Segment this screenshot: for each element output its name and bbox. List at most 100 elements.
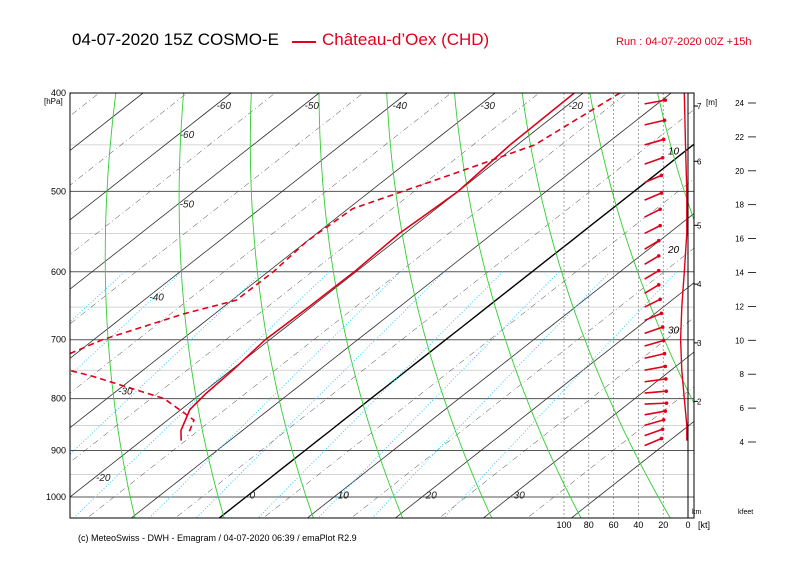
isotherm-line bbox=[70, 93, 584, 498]
isotherm-line bbox=[70, 93, 540, 463]
wind-speed-profile bbox=[679, 92, 688, 441]
wind-barb bbox=[644, 339, 664, 347]
wind-barb bbox=[644, 240, 660, 250]
mixing-ratio-line bbox=[257, 271, 504, 518]
wind-barb bbox=[644, 437, 662, 447]
isotherm-line bbox=[130, 93, 672, 518]
wind-barb-head bbox=[656, 283, 661, 287]
wind-tick-label: 100 bbox=[556, 520, 571, 530]
isotherm-line bbox=[70, 93, 452, 394]
wind-barb bbox=[644, 365, 666, 371]
wind-barb-head bbox=[661, 338, 666, 343]
height-tick-label: 2 bbox=[697, 397, 702, 406]
dry-adiabat-line bbox=[454, 93, 582, 518]
wind-barb-head bbox=[659, 191, 664, 195]
dry-adiabat-line bbox=[657, 93, 694, 222]
wind-barb-head bbox=[663, 409, 668, 413]
wind-barb bbox=[644, 138, 664, 146]
wind-tick-label: 80 bbox=[584, 520, 594, 530]
dry-adiabat-line bbox=[28, 70, 52, 522]
height-tick-label: 6 bbox=[697, 157, 702, 166]
isotherm-line bbox=[70, 93, 320, 290]
isotherm-line bbox=[218, 143, 694, 518]
mixing-ratio-line bbox=[317, 271, 560, 518]
pressure-tick-label: 1000 bbox=[46, 492, 66, 502]
wind-tick-label: 0 bbox=[685, 520, 690, 530]
isotherm-label: -40 bbox=[149, 292, 164, 303]
chart-title: 04-07-2020 15Z COSMO-E bbox=[72, 30, 279, 49]
isotherm-label: 0 bbox=[250, 491, 256, 502]
pressure-tick-label: 900 bbox=[51, 446, 66, 456]
wind-unit-label: [kt] bbox=[698, 520, 710, 530]
km-label: km bbox=[692, 509, 702, 516]
plot-frame bbox=[69, 92, 695, 519]
wind-barb-head bbox=[659, 436, 664, 441]
wind-barb bbox=[644, 208, 661, 218]
isotherm-label: -30 bbox=[118, 386, 133, 397]
isotherm-label: -60 bbox=[217, 101, 232, 112]
kfeet-tick-label: 18 bbox=[735, 201, 744, 210]
pressure-tick-label: 600 bbox=[51, 267, 66, 277]
pressure-tick-label: 700 bbox=[51, 335, 66, 345]
dry-adiabat-line bbox=[104, 93, 136, 518]
wind-barb bbox=[644, 402, 667, 405]
isotherm-line bbox=[70, 93, 276, 255]
dry-adiabat-line bbox=[521, 93, 671, 518]
wind-barb bbox=[644, 192, 662, 201]
height-tick-label: 7 bbox=[697, 102, 702, 111]
wind-barb-head bbox=[662, 351, 667, 356]
wind-barb bbox=[644, 390, 667, 394]
kfeet-label: kfeet bbox=[738, 509, 753, 516]
wind-barb bbox=[644, 419, 664, 427]
isotherm-line bbox=[438, 317, 694, 518]
run-info: Run : 04-07-2020 00Z +15h bbox=[616, 36, 752, 48]
wind-barb-head bbox=[656, 254, 661, 258]
wind-barb bbox=[644, 326, 663, 335]
height-tick-label: 3 bbox=[697, 339, 702, 348]
wind-barb-head bbox=[663, 364, 668, 369]
wind-barb-head bbox=[661, 418, 666, 422]
wind-barb bbox=[644, 255, 660, 266]
isotherm-label: -50 bbox=[180, 199, 195, 210]
dry-adiabat-line bbox=[386, 93, 493, 518]
wind-barb bbox=[644, 312, 662, 322]
isotherm-label: -20 bbox=[569, 101, 584, 112]
wind-barb-head bbox=[660, 155, 665, 160]
isotherm-line bbox=[0, 70, 84, 522]
wind-barb-head bbox=[659, 173, 664, 178]
isotherm-line bbox=[570, 420, 694, 518]
wind-tick-label: 60 bbox=[609, 520, 619, 530]
pressure-tick-label: 500 bbox=[51, 186, 66, 196]
kfeet-tick-label: 6 bbox=[740, 404, 745, 413]
isotherm-line bbox=[86, 93, 628, 518]
wind-speed-label: 30 bbox=[668, 325, 680, 336]
pressure-tick-label: 400 bbox=[51, 88, 66, 98]
wind-barb bbox=[644, 174, 662, 184]
footer-credit: (c) MeteoSwiss - DWH - Emagram / 04-07-2… bbox=[78, 533, 357, 543]
wind-barb-head bbox=[664, 389, 669, 393]
station-legend-line bbox=[292, 41, 316, 43]
isotherm-label: 20 bbox=[425, 491, 438, 502]
kfeet-tick-label: 10 bbox=[735, 336, 744, 345]
isotherm-line bbox=[394, 282, 694, 518]
mixing-ratio-line bbox=[72, 271, 330, 518]
wind-barb-head bbox=[664, 377, 668, 381]
kfeet-tick-label: 22 bbox=[735, 133, 744, 142]
wind-barb-head bbox=[659, 311, 664, 316]
isotherm-label: 10 bbox=[338, 491, 350, 502]
isotherm-label: -20 bbox=[96, 473, 111, 484]
wind-barb-head bbox=[656, 268, 661, 273]
wind-barb bbox=[644, 119, 665, 126]
wind-barb-head bbox=[660, 427, 665, 432]
wind-tick-label: 20 bbox=[658, 520, 668, 530]
dewpoint-profile bbox=[70, 93, 621, 436]
isotherm-line bbox=[70, 93, 364, 325]
wind-barb-head bbox=[656, 238, 661, 243]
wind-barb-head bbox=[658, 207, 662, 212]
isotherm-label: -50 bbox=[305, 101, 320, 112]
isotherm-line bbox=[262, 178, 694, 518]
dry-adiabat-line bbox=[249, 93, 314, 518]
wind-barb bbox=[644, 410, 666, 416]
isotherm-line bbox=[174, 109, 694, 518]
